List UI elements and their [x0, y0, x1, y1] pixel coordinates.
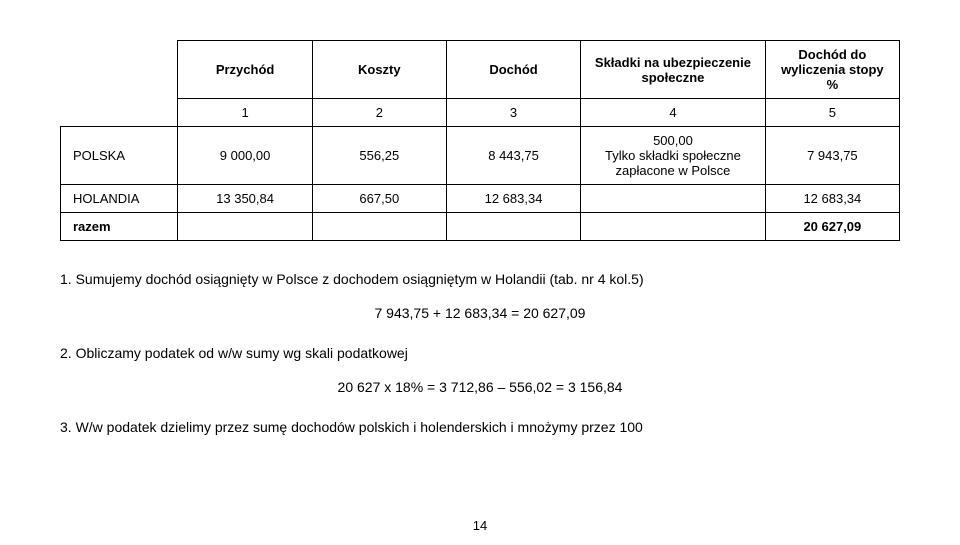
colnum-5: 5 [765, 99, 899, 127]
header-koszty: Koszty [312, 41, 446, 99]
colnum-1: 1 [178, 99, 312, 127]
income-table: Przychód Koszty Dochód Składki na ubezpi… [60, 40, 900, 241]
step-1-text: 1. Sumujemy dochód osiągnięty w Polsce z… [60, 271, 900, 287]
header-przychod: Przychód [178, 41, 312, 99]
row-label-polska: POLSKA [61, 127, 178, 185]
row-label-holandia: HOLANDIA [61, 185, 178, 213]
header-stopa: Dochód do wyliczenia stopy % [765, 41, 899, 99]
step-2-text: 2. Obliczamy podatek od w/w sumy wg skal… [60, 345, 900, 361]
polska-koszty: 556,25 [312, 127, 446, 185]
step-1-calc: 7 943,75 + 12 683,34 = 20 627,09 [60, 305, 900, 321]
colnum-3: 3 [446, 99, 580, 127]
holandia-stopa: 12 683,34 [765, 185, 899, 213]
holandia-przychod: 13 350,84 [178, 185, 312, 213]
polska-stopa: 7 943,75 [765, 127, 899, 185]
holandia-koszty: 667,50 [312, 185, 446, 213]
step-3-text: 3. W/w podatek dzielimy przez sumę docho… [60, 419, 900, 435]
step-2-calc: 20 627 x 18% = 3 712,86 – 556,02 = 3 156… [60, 379, 900, 395]
page-number: 14 [0, 518, 960, 533]
polska-przychod: 9 000,00 [178, 127, 312, 185]
total-label: razem [61, 213, 178, 241]
holandia-skladki [581, 185, 766, 213]
total-value: 20 627,09 [765, 213, 899, 241]
header-dochod: Dochód [446, 41, 580, 99]
table-row: HOLANDIA 13 350,84 667,50 12 683,34 12 6… [61, 185, 900, 213]
column-numbers-row: 1 2 3 4 5 [61, 99, 900, 127]
skladki-line1: 500,00 [591, 133, 755, 148]
skladki-line2: Tylko składki społeczne [591, 148, 755, 163]
colnum-4: 4 [581, 99, 766, 127]
polska-skladki: 500,00 Tylko składki społeczne zapłacone… [581, 127, 766, 185]
header-empty [61, 41, 178, 99]
table-row: POLSKA 9 000,00 556,25 8 443,75 500,00 T… [61, 127, 900, 185]
polska-dochod: 8 443,75 [446, 127, 580, 185]
header-skladki: Składki na ubezpieczenie społeczne [581, 41, 766, 99]
skladki-line3: zapłacone w Polsce [591, 163, 755, 178]
colnum-2: 2 [312, 99, 446, 127]
holandia-dochod: 12 683,34 [446, 185, 580, 213]
table-total-row: razem 20 627,09 [61, 213, 900, 241]
